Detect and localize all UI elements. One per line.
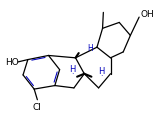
Text: Ḥ: Ḥ: [98, 66, 104, 75]
Text: OH: OH: [141, 10, 154, 19]
Text: Cl: Cl: [33, 103, 42, 112]
Text: HO: HO: [5, 58, 18, 67]
Text: H: H: [87, 44, 93, 53]
Text: Ḥ: Ḥ: [69, 65, 76, 74]
